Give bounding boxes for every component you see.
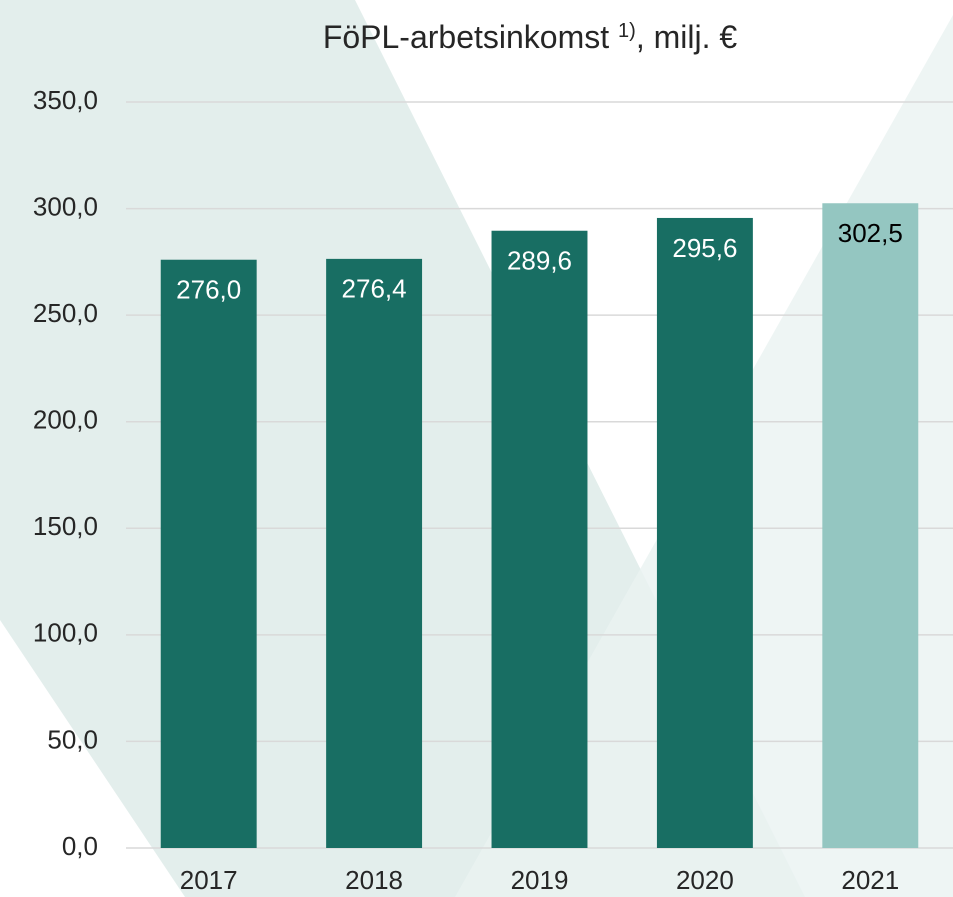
bar [656,217,753,848]
x-tick-label: 2018 [345,865,403,895]
value-label: 289,6 [507,246,572,276]
y-tick-label: 350,0 [33,85,98,115]
bar [822,203,919,848]
x-tick-label: 2020 [676,865,734,895]
value-label: 302,5 [838,218,903,248]
title-unit: , milj. € [636,19,738,55]
value-label: 295,6 [672,233,737,263]
y-tick-label: 0,0 [62,831,98,861]
y-tick-label: 150,0 [33,511,98,541]
title-main: FöPL-arbetsinkomst [323,19,618,55]
bar [326,258,423,848]
y-tick-label: 50,0 [47,724,98,754]
chart-title: FöPL-arbetsinkomst 1), milj. € [323,19,738,55]
value-label: 276,4 [342,274,407,304]
y-tick-label: 100,0 [33,618,98,648]
bar [160,259,257,848]
bar [491,230,588,848]
y-tick-label: 300,0 [33,191,98,221]
value-label: 276,0 [176,275,241,305]
y-tick-label: 250,0 [33,298,98,328]
y-tick-label: 200,0 [33,405,98,435]
x-tick-label: 2019 [511,865,569,895]
x-tick-label: 2021 [841,865,899,895]
title-footnote: 1) [618,20,636,42]
x-tick-label: 2017 [180,865,238,895]
